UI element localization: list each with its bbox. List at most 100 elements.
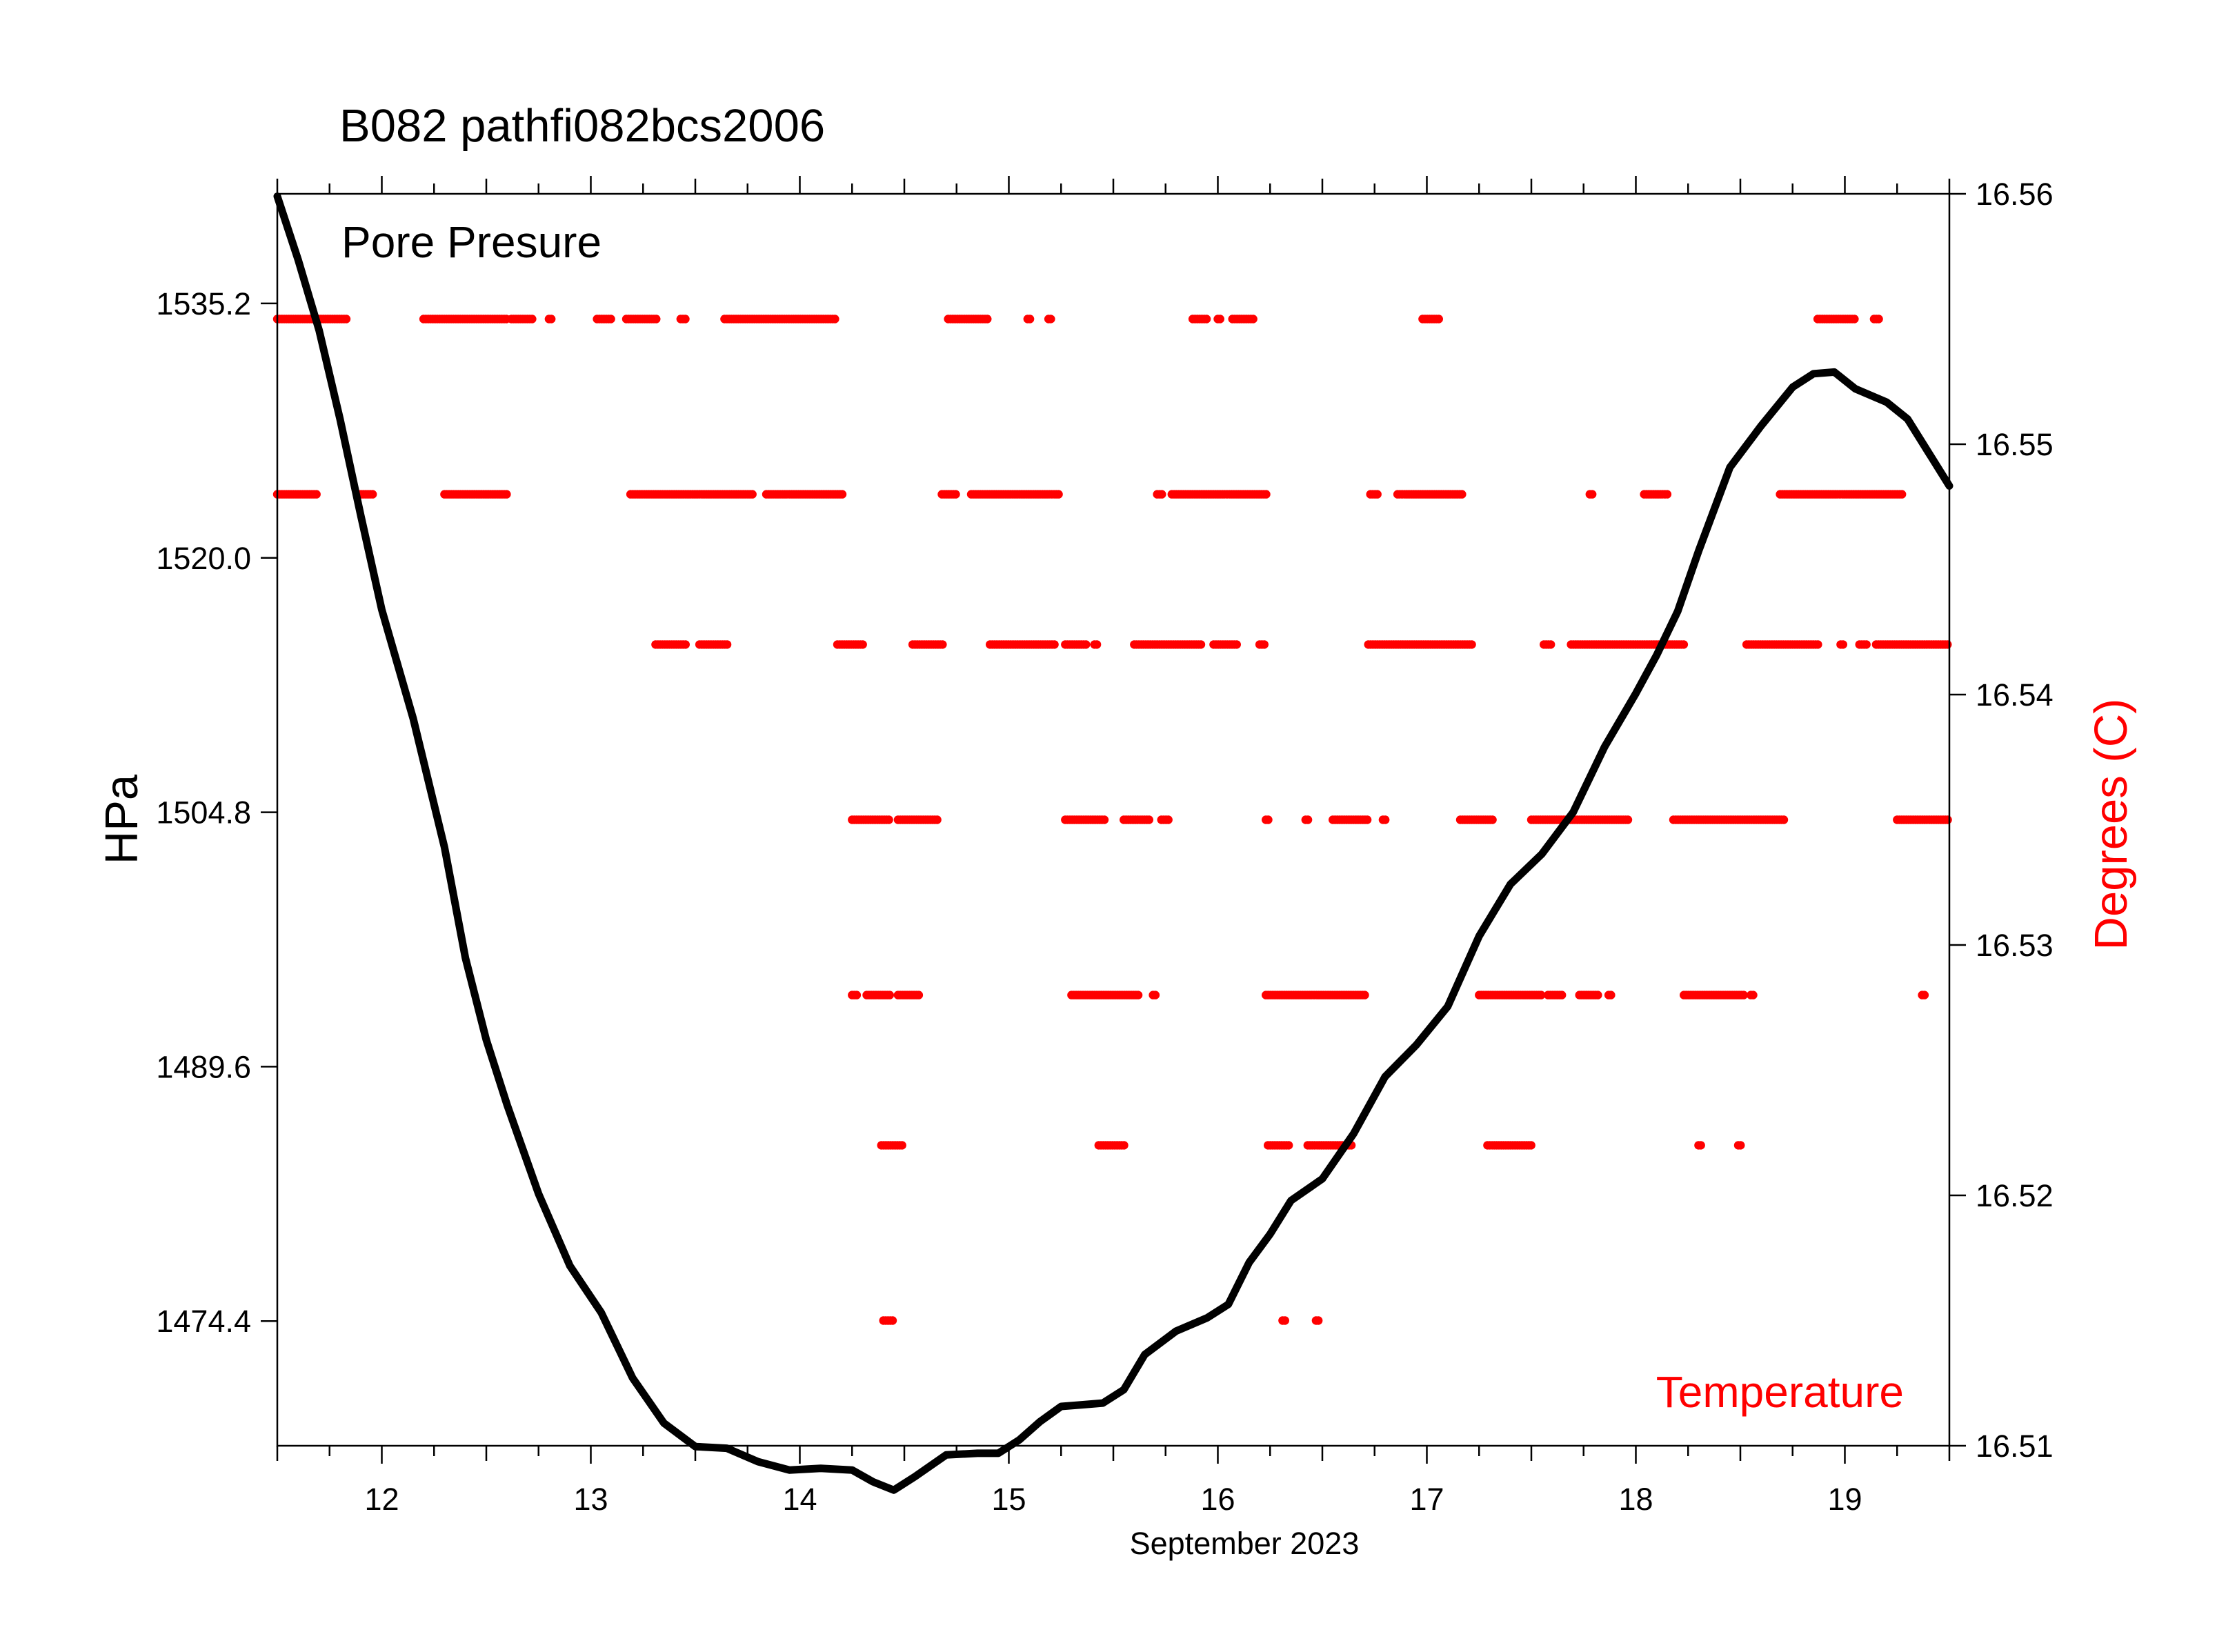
temperature-point [1862,640,1871,649]
temperature-point [1696,1141,1705,1150]
x-tick-label: 12 [364,1482,399,1517]
temperature-point [1588,490,1597,499]
temperature-point [1838,640,1847,649]
x-tick-label: 16 [1200,1482,1235,1517]
temperature-point [1373,490,1382,499]
chart-title: B082 pathfi082bcs2006 [339,100,825,152]
temperature-point [1262,490,1271,499]
temperature-point [897,1141,906,1150]
temperature-point [1196,640,1206,649]
temperature-point [528,315,537,324]
x-tick-label: 17 [1409,1482,1444,1517]
temperature-point [1558,991,1567,999]
temperature-point [1314,1316,1323,1325]
temperature-point [1120,1141,1129,1150]
temperature-point [1260,640,1269,649]
temperature-point [951,490,960,499]
right-y-tick-label: 16.54 [1976,677,2054,713]
left-y-axis-label: HPa [96,774,148,864]
temperature-point [1284,1141,1293,1150]
temperature-point [1280,1316,1290,1325]
right-y-axis-tick-labels: 16.51 16.52 16.53 16.54 16.55 16.56 [1976,177,2054,1464]
left-y-axis-ticks [261,302,277,1322]
temperature-point [1100,815,1109,824]
temperature-point [852,991,862,999]
temperature-point [1025,315,1035,324]
temperature-point [312,490,321,499]
temperature-point [1144,815,1154,824]
x-axis-tick-labels: 12 13 14 15 16 17 18 19 [364,1482,1862,1517]
temperature-point [1202,315,1211,324]
temperature-point [1874,315,1883,324]
temperature-point [368,490,377,499]
x-tick-label: 19 [1827,1482,1862,1517]
left-y-tick-label: 1520.0 [156,541,251,576]
temperature-point [502,490,511,499]
temperature-point [547,315,556,324]
temperature-point [1813,640,1822,649]
temperature-series [272,315,1952,1325]
temperature-point [1623,815,1633,824]
temperature-point [888,1316,897,1325]
temperature-point [885,991,895,999]
temperature-point [1215,315,1225,324]
temperature-point [748,490,757,499]
x-axis-label: September 2023 [1130,1526,1360,1561]
temperature-point [1537,991,1546,999]
temperature-point [1381,815,1390,824]
temperature-point [938,640,947,649]
right-y-axis-label: Degrees (C) [2085,699,2137,951]
left-y-tick-label: 1504.8 [156,795,251,830]
temperature-point [1054,490,1063,499]
temperature-point [1458,490,1467,499]
left-y-tick-label: 1489.6 [156,1049,251,1084]
temperature-point [1157,490,1166,499]
temperature-point [1467,640,1476,649]
x-axis-ticks [276,176,1951,1464]
temperature-point [1232,640,1242,649]
temperature-point [1082,640,1091,649]
right-y-tick-label: 16.53 [1976,928,2054,963]
temperature-point [681,640,690,649]
temperature-point [1362,815,1372,824]
temperature-point [1607,991,1615,999]
temperature-point [933,815,942,824]
temperature-point [1943,815,1952,824]
temperature-point [1739,991,1748,999]
temperature-point [1360,991,1369,999]
temperature-point [1050,640,1059,649]
temperature-point [1679,640,1689,649]
temperature-annotation: Temperature [1656,1367,1904,1417]
plot-area [272,192,1953,1494]
temperature-point [1527,1141,1535,1150]
temperature-point [1046,315,1055,324]
x-tick-label: 15 [991,1482,1026,1517]
temperature-point [1662,490,1672,499]
temperature-point [1434,315,1443,324]
x-tick-label: 13 [573,1482,608,1517]
temperature-point [722,640,732,649]
temperature-point [606,315,615,324]
temperature-point [1736,1141,1745,1150]
temperature-point [858,640,867,649]
right-y-tick-label: 16.55 [1976,427,2054,462]
temperature-point [983,315,992,324]
x-tick-label: 14 [782,1482,817,1517]
temperature-point [1303,815,1313,824]
temperature-point [1920,991,1929,999]
pore-pressure-series [273,192,1953,1494]
temperature-point [1850,315,1859,324]
right-y-tick-label: 16.51 [1976,1429,2054,1464]
temperature-point [914,991,924,999]
temperature-point [681,315,690,324]
temperature-point [1164,815,1173,824]
left-y-tick-label: 1474.4 [156,1304,251,1339]
temperature-point [1779,815,1789,824]
temperature-point [1264,815,1273,824]
temperature-point [1249,315,1257,324]
temperature-point [884,815,893,824]
temperature-point [831,315,839,324]
temperature-point [1749,991,1758,999]
temperature-point [1092,640,1102,649]
